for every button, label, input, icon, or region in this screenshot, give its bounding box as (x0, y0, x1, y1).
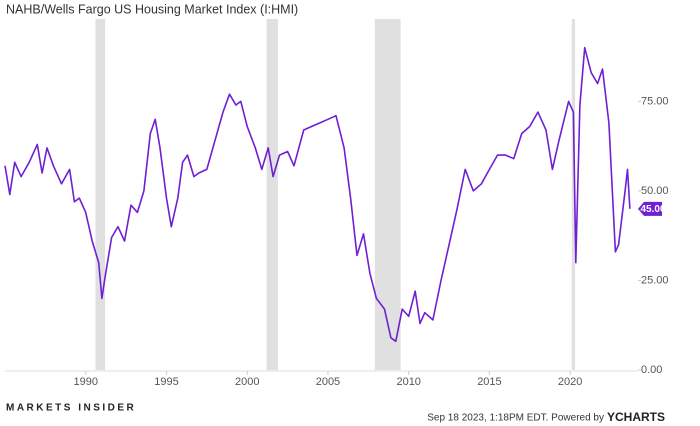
y-tick-label: 25.00 (641, 274, 669, 286)
recession-band (95, 19, 106, 370)
x-tick-label: 2015 (477, 376, 501, 388)
credit: Sep 18 2023, 1:18PM EDT. Powered by (427, 413, 604, 424)
recession-band (266, 19, 278, 370)
x-tick-label: 2005 (316, 376, 340, 388)
chart-title: NAHB/Wells Fargo US Housing Market Index… (6, 2, 298, 16)
series-line (4, 46, 631, 343)
recession-band (374, 19, 401, 370)
last-value-label: 45.00 (640, 204, 665, 215)
x-tick-label: 1995 (154, 376, 178, 388)
y-tick-label: 50.00 (641, 185, 669, 197)
y-tick-label: 0.00 (641, 364, 662, 376)
x-tick-label: 2020 (558, 376, 582, 388)
x-tick-label: 2010 (396, 376, 420, 388)
recession-band (571, 19, 576, 370)
x-tick-label: 2000 (235, 376, 259, 388)
brand: YCHARTS (607, 410, 665, 424)
y-tick-label: 75.00 (641, 95, 669, 107)
last-value-tag (638, 201, 662, 216)
x-tick-label: 1990 (73, 376, 97, 388)
logo: MARKETS INSIDER (6, 403, 136, 414)
